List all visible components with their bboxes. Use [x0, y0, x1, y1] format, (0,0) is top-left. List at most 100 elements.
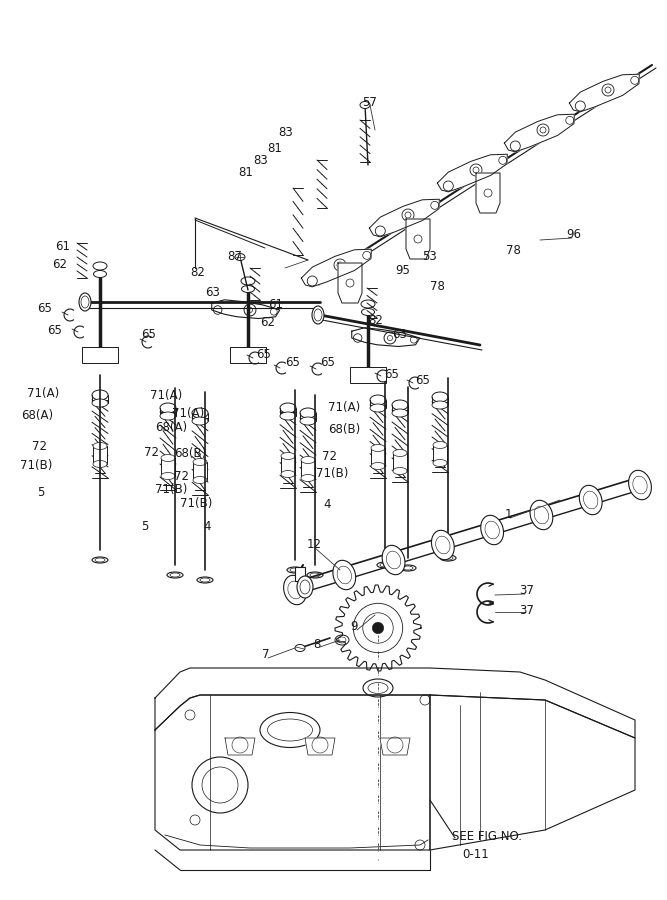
Circle shape — [192, 757, 248, 813]
Ellipse shape — [307, 572, 323, 578]
Polygon shape — [335, 585, 421, 671]
Ellipse shape — [192, 417, 208, 425]
Circle shape — [232, 737, 248, 753]
Ellipse shape — [432, 392, 448, 402]
Text: SEE FIG NO.: SEE FIG NO. — [452, 831, 522, 843]
Ellipse shape — [360, 102, 370, 109]
Circle shape — [402, 209, 414, 221]
Ellipse shape — [295, 644, 305, 652]
Text: 0-11: 0-11 — [462, 848, 489, 860]
Text: 65: 65 — [47, 323, 62, 337]
Text: 65: 65 — [320, 356, 335, 368]
Text: 37: 37 — [519, 584, 534, 598]
Ellipse shape — [393, 467, 407, 474]
Ellipse shape — [161, 472, 175, 480]
Ellipse shape — [301, 474, 315, 482]
Text: 57: 57 — [362, 95, 377, 109]
Circle shape — [354, 334, 362, 342]
Text: 37: 37 — [519, 604, 534, 617]
Text: 72: 72 — [174, 470, 189, 482]
Ellipse shape — [580, 485, 602, 515]
Ellipse shape — [193, 476, 207, 483]
Bar — [161, 458, 175, 476]
Ellipse shape — [235, 254, 245, 260]
Text: 81: 81 — [267, 141, 282, 155]
Ellipse shape — [193, 458, 207, 465]
Circle shape — [510, 141, 520, 151]
Text: 71(B): 71(B) — [20, 458, 53, 472]
Ellipse shape — [333, 561, 356, 590]
Text: 68(A): 68(A) — [155, 421, 187, 435]
Ellipse shape — [392, 409, 408, 417]
Ellipse shape — [370, 395, 386, 405]
Ellipse shape — [241, 277, 255, 285]
Text: 78: 78 — [506, 244, 521, 256]
Polygon shape — [155, 695, 430, 850]
Ellipse shape — [167, 572, 183, 578]
Circle shape — [431, 202, 439, 210]
Ellipse shape — [300, 408, 316, 418]
Circle shape — [444, 181, 454, 191]
Text: 53: 53 — [422, 249, 437, 263]
Ellipse shape — [432, 401, 448, 409]
Text: 4: 4 — [323, 498, 331, 510]
Polygon shape — [438, 154, 508, 192]
Ellipse shape — [335, 635, 349, 645]
Text: 71(B): 71(B) — [316, 466, 348, 480]
Text: 9: 9 — [350, 620, 358, 634]
Ellipse shape — [300, 417, 316, 425]
Text: 1: 1 — [505, 508, 512, 520]
Ellipse shape — [160, 403, 176, 413]
Ellipse shape — [628, 471, 652, 500]
Text: 65: 65 — [141, 328, 156, 341]
Ellipse shape — [79, 293, 91, 311]
Circle shape — [410, 337, 417, 343]
Ellipse shape — [92, 557, 108, 563]
Text: 83: 83 — [253, 154, 267, 166]
Text: 65: 65 — [37, 302, 52, 314]
Circle shape — [185, 710, 195, 720]
Text: 12: 12 — [307, 537, 322, 551]
Circle shape — [372, 622, 384, 634]
Text: 68(B): 68(B) — [174, 446, 206, 460]
Ellipse shape — [92, 390, 108, 400]
Polygon shape — [352, 328, 420, 346]
Circle shape — [334, 259, 346, 271]
Ellipse shape — [433, 442, 447, 448]
Circle shape — [602, 84, 614, 96]
Bar — [301, 460, 315, 478]
Text: 72: 72 — [32, 440, 47, 454]
Bar — [350, 367, 386, 383]
Polygon shape — [570, 74, 639, 112]
Polygon shape — [406, 219, 430, 259]
Ellipse shape — [280, 403, 296, 413]
Ellipse shape — [92, 399, 108, 407]
Circle shape — [575, 101, 585, 111]
Text: 65: 65 — [384, 367, 399, 381]
Text: 65: 65 — [285, 356, 300, 370]
Text: 65: 65 — [415, 374, 430, 386]
Text: 8: 8 — [313, 637, 320, 651]
Text: 5: 5 — [37, 485, 45, 499]
Bar — [281, 456, 295, 474]
Ellipse shape — [312, 306, 324, 324]
Ellipse shape — [161, 454, 175, 462]
Text: 82: 82 — [368, 313, 383, 327]
Ellipse shape — [93, 262, 107, 270]
Circle shape — [387, 737, 403, 753]
Bar — [295, 567, 305, 581]
Circle shape — [213, 306, 222, 314]
Polygon shape — [338, 263, 362, 303]
Circle shape — [420, 695, 430, 705]
Ellipse shape — [283, 575, 306, 605]
Polygon shape — [430, 695, 635, 850]
Ellipse shape — [530, 500, 553, 530]
Text: 5: 5 — [141, 520, 148, 534]
Text: 83: 83 — [278, 127, 293, 140]
Ellipse shape — [192, 408, 208, 418]
Ellipse shape — [160, 412, 176, 420]
Text: 4: 4 — [203, 519, 211, 533]
Text: 62: 62 — [52, 258, 67, 272]
Polygon shape — [225, 738, 255, 755]
Ellipse shape — [382, 545, 405, 575]
